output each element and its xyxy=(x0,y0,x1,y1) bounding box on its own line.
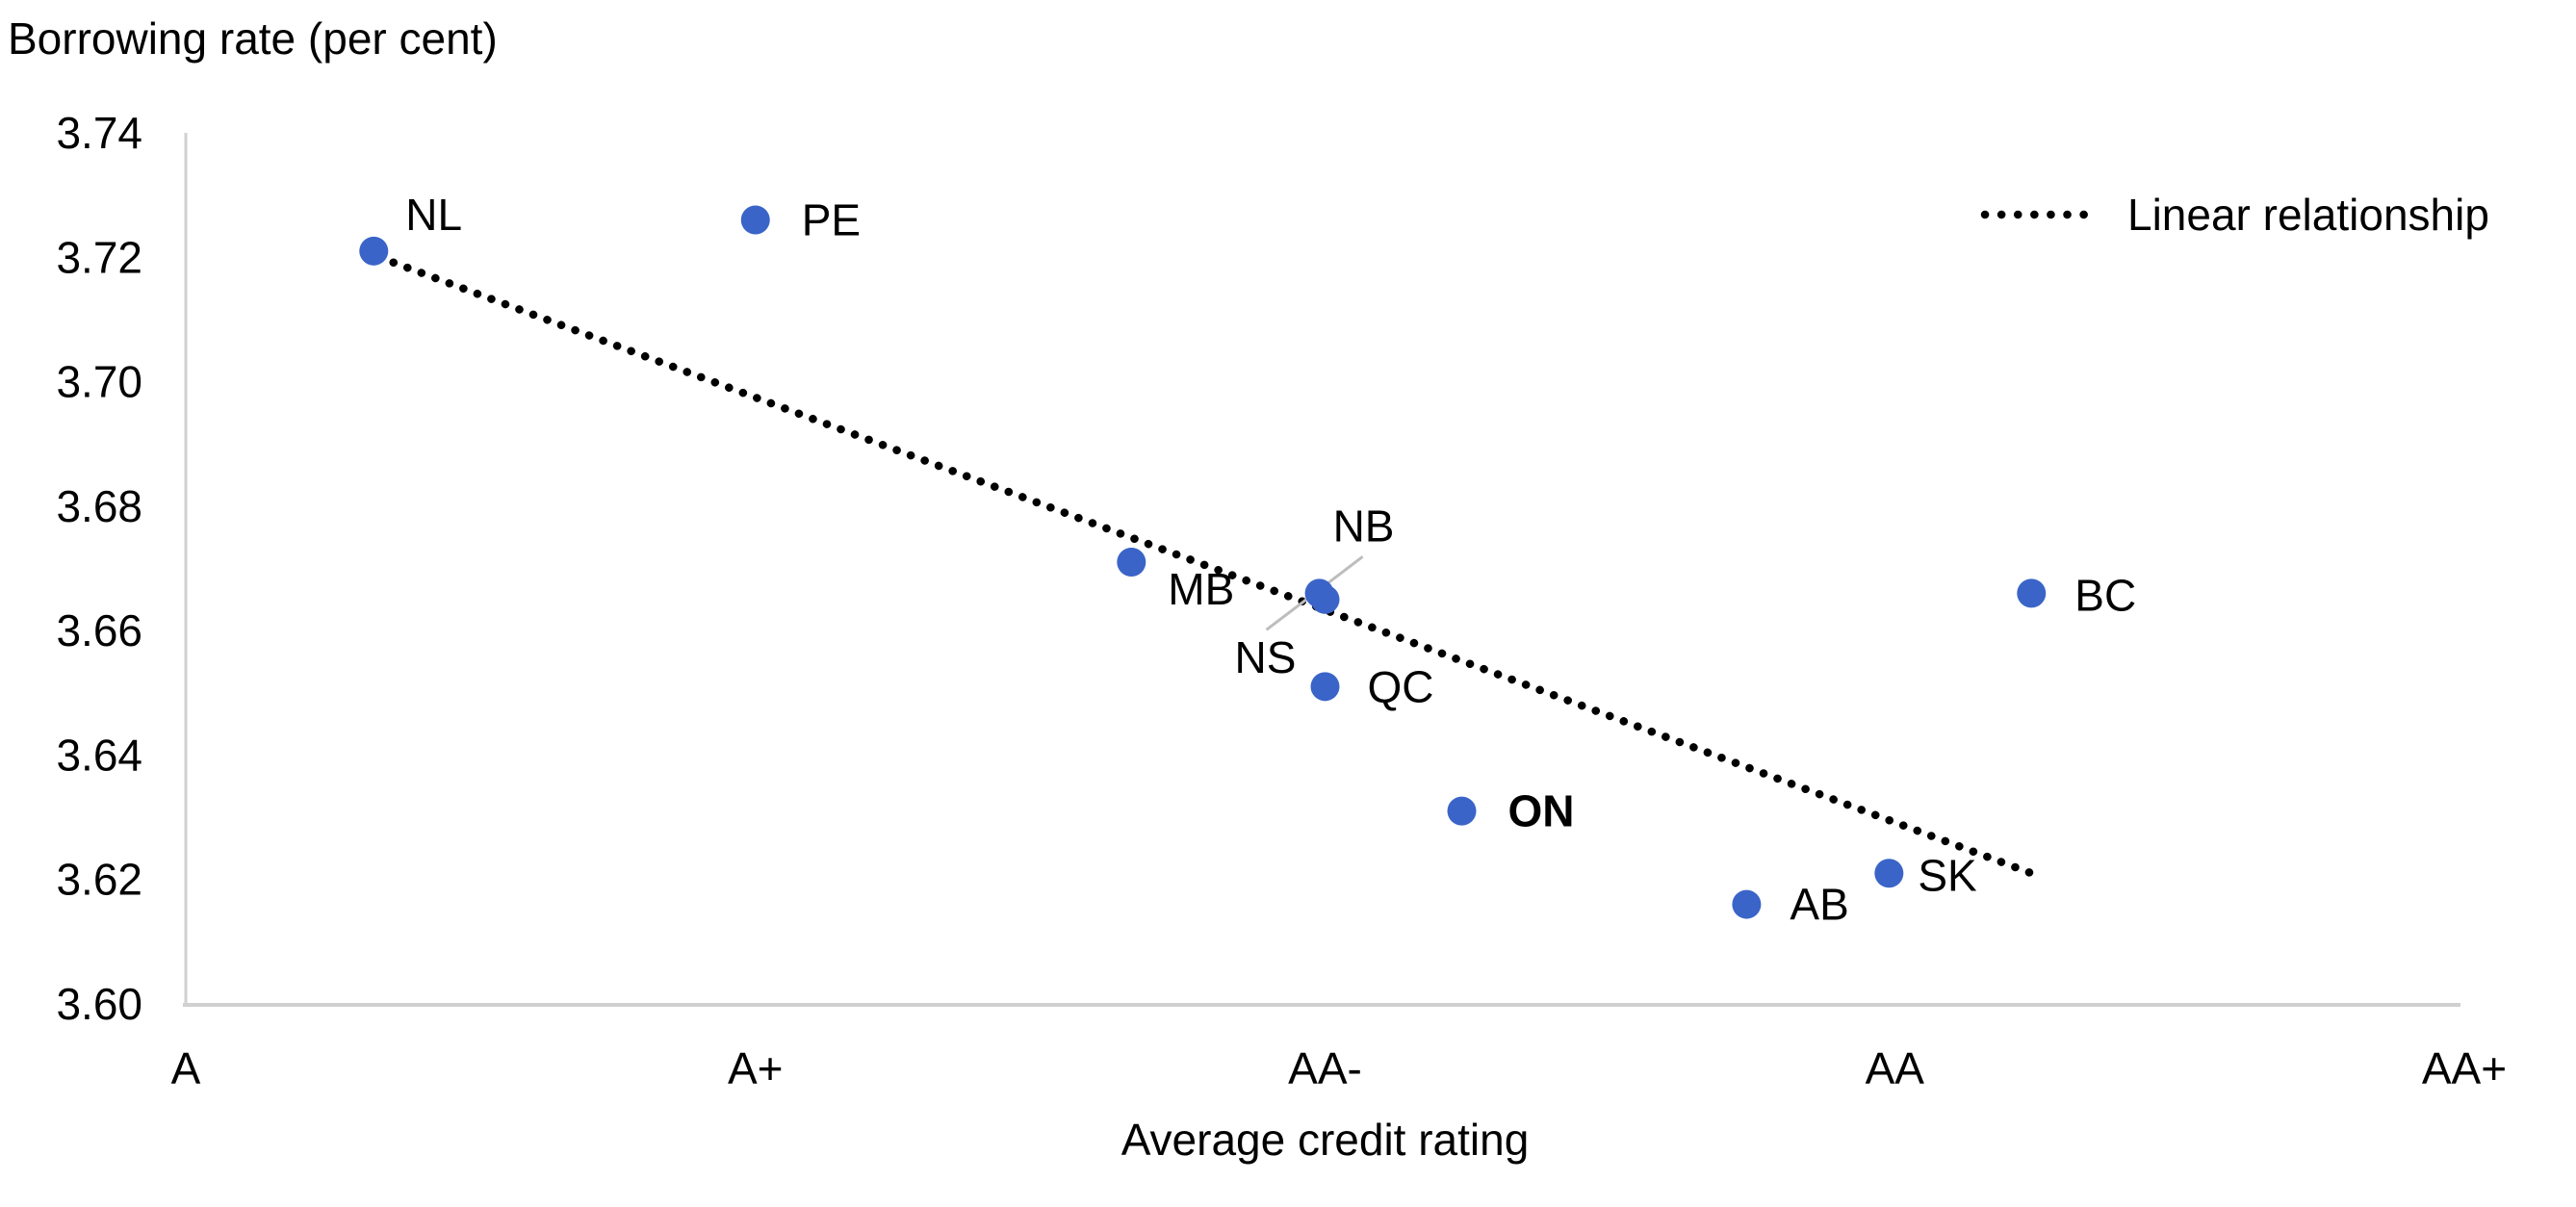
chart-title: Borrowing rate (per cent) xyxy=(8,13,498,64)
data-point-nl xyxy=(359,236,389,266)
data-point-ab xyxy=(1732,889,1762,919)
y-axis-tick-label: 3.68 xyxy=(56,481,142,531)
y-axis-tick-label: 3.74 xyxy=(56,108,142,158)
data-point-label-nb: NB xyxy=(1333,501,1395,551)
data-point-mb xyxy=(1117,548,1146,578)
x-axis-title: Average credit rating xyxy=(1121,1115,1530,1165)
data-point-qc xyxy=(1310,672,1340,702)
data-point-ns xyxy=(1310,584,1340,614)
data-point-label-ab: AB xyxy=(1790,880,1848,930)
x-axis-tick-label: A+ xyxy=(728,1043,784,1093)
y-axis-tick-label: 3.64 xyxy=(56,730,142,780)
data-point-pe xyxy=(740,205,770,235)
y-axis-tick-label: 3.72 xyxy=(56,232,142,282)
data-point-on xyxy=(1447,796,1477,826)
data-point-sk xyxy=(1874,859,1904,888)
data-point-label-pe: PE xyxy=(802,195,861,245)
y-axis-tick-label: 3.60 xyxy=(56,979,142,1029)
data-point-bc xyxy=(2017,578,2047,608)
data-point-label-qc: QC xyxy=(1368,661,1434,711)
x-axis-tick-label: A xyxy=(171,1043,201,1093)
x-axis-tick-label: AA xyxy=(1866,1043,1925,1093)
legend-label: Linear relationship xyxy=(2127,190,2489,240)
data-point-label-nl: NL xyxy=(405,190,462,240)
x-axis-tick-label: AA- xyxy=(1288,1043,1362,1093)
y-axis-tick-label: 3.62 xyxy=(56,855,142,905)
data-point-label-bc: BC xyxy=(2074,570,2136,620)
data-point-label-on: ON xyxy=(1508,786,1575,836)
trendline xyxy=(374,253,2036,878)
x-axis-tick-label: AA+ xyxy=(2422,1043,2507,1093)
y-axis-tick-label: 3.66 xyxy=(56,605,142,655)
data-point-label-mb: MB xyxy=(1168,564,1234,614)
data-point-label-sk: SK xyxy=(1918,850,1977,900)
data-point-label-ns: NS xyxy=(1235,632,1297,682)
y-axis-tick-label: 3.70 xyxy=(56,357,142,407)
